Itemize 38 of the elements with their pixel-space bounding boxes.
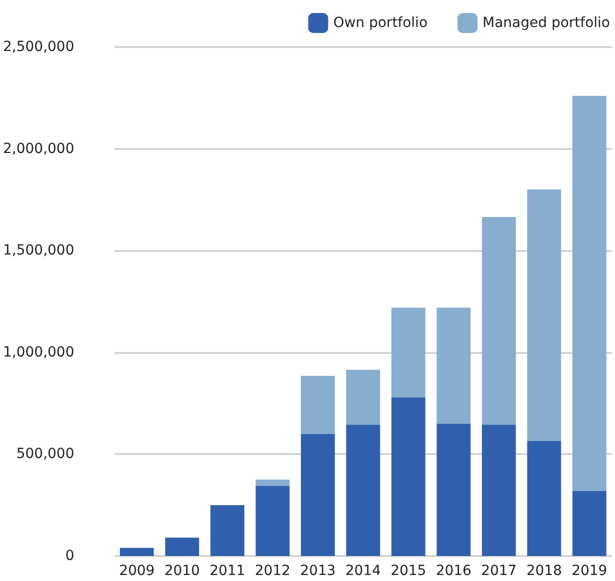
bar xyxy=(482,217,516,425)
x-tick-label: 2018 xyxy=(526,563,562,579)
bar xyxy=(210,505,244,556)
y-tick-label: 2,000,000 xyxy=(2,140,74,157)
bar xyxy=(391,397,426,556)
x-tick-label: 2017 xyxy=(481,563,517,579)
bar xyxy=(436,424,471,556)
x-tick-label: 2013 xyxy=(300,563,336,579)
bar xyxy=(436,308,471,424)
bar xyxy=(165,538,200,556)
y-tick-label: 1,500,000 xyxy=(2,242,74,259)
x-tick-label: 2009 xyxy=(119,563,155,579)
bar xyxy=(256,486,290,556)
bar xyxy=(572,96,606,491)
x-tick-label: 2010 xyxy=(164,563,200,579)
bar xyxy=(482,424,516,556)
x-tick-label: 2012 xyxy=(254,563,290,579)
x-tick-label: 2019 xyxy=(572,563,608,579)
bar xyxy=(346,370,380,425)
bar xyxy=(572,490,606,556)
legend-label: Managed portfolio xyxy=(482,15,610,31)
x-tick-label: 2015 xyxy=(390,563,426,579)
bar xyxy=(527,440,562,556)
bar xyxy=(256,480,290,486)
x-tick-label: 2016 xyxy=(436,563,472,579)
x-tick-label: 2011 xyxy=(210,563,246,579)
y-tick-label: 500,000 xyxy=(16,446,74,462)
y-tick-label: 2,500,000 xyxy=(2,39,74,55)
y-tick-label: 1,000,000 xyxy=(2,344,74,360)
bar xyxy=(120,548,154,556)
bar xyxy=(300,376,335,434)
x-tick-label: 2014 xyxy=(345,563,382,579)
bar xyxy=(527,190,562,441)
bar xyxy=(391,308,426,398)
bar xyxy=(346,424,380,556)
y-tick-label: 0 xyxy=(65,548,74,564)
bar xyxy=(300,434,335,556)
legend-label: Own portfolio xyxy=(333,15,428,31)
